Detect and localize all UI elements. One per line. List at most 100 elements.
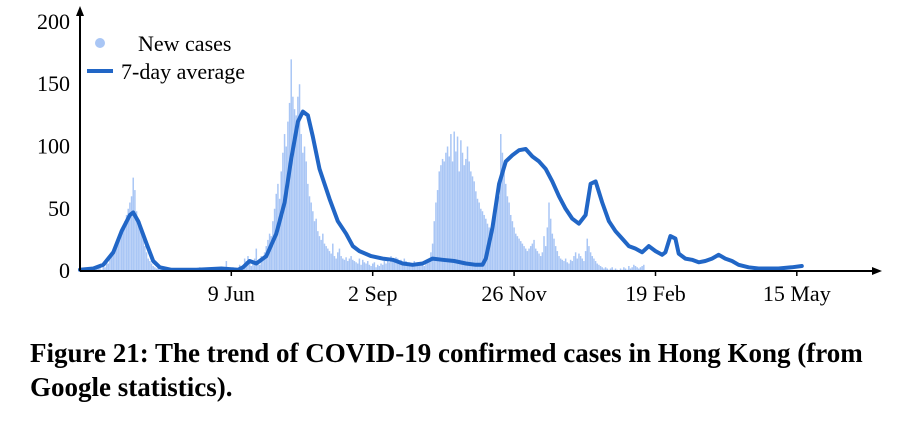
new-cases-bar: [493, 211, 495, 271]
new-cases-bar: [456, 136, 459, 271]
new-cases-bar: [386, 258, 389, 271]
new-cases-bar: [524, 248, 527, 271]
new-cases-bar: [160, 268, 163, 271]
new-cases-bar: [536, 251, 539, 271]
new-cases-bar: [533, 239, 535, 272]
new-cases-bar: [573, 256, 575, 271]
new-cases-bar: [513, 227, 515, 271]
new-cases-bar: [501, 152, 504, 271]
legend-new-cases-label: New cases: [138, 31, 231, 56]
legend-average-label: 7-day average: [121, 59, 245, 84]
average-line: [78, 109, 804, 272]
new-cases-bar: [308, 196, 311, 271]
new-cases-bar: [446, 146, 449, 271]
new-cases-bar: [549, 218, 552, 271]
y-axis-arrow: [76, 6, 84, 16]
new-cases-bar: [285, 146, 287, 271]
new-cases-bar: [257, 263, 259, 271]
new-cases-bar: [458, 171, 460, 271]
new-cases-bar: [528, 248, 530, 271]
new-cases-bar: [318, 236, 321, 271]
new-cases-bar: [248, 263, 251, 271]
new-cases-bar: [500, 134, 502, 271]
new-cases-bar: [366, 261, 369, 271]
new-cases-bar: [455, 151, 457, 271]
new-cases-bar: [358, 258, 361, 271]
new-cases-bar: [310, 202, 312, 271]
new-cases-bar: [398, 261, 401, 271]
new-cases-bar: [416, 262, 419, 271]
new-cases-bar: [571, 261, 574, 271]
new-cases-bar: [357, 263, 359, 271]
new-cases-bar: [155, 268, 158, 271]
new-cases-bar: [641, 266, 643, 271]
new-cases-bar: [378, 266, 381, 271]
new-cases-bar: [365, 263, 367, 271]
new-cases-bar: [406, 263, 409, 271]
new-cases-bar: [505, 183, 507, 271]
new-cases-bar: [342, 258, 344, 271]
new-cases-bar: [531, 243, 534, 271]
new-cases-bar: [298, 84, 301, 271]
new-cases-bar: [368, 264, 371, 271]
new-cases-bar: [569, 259, 572, 271]
new-cases-bar: [350, 256, 352, 271]
new-cases-bar: [252, 261, 254, 271]
new-cases-bar: [443, 161, 445, 271]
new-cases-bar: [313, 221, 316, 271]
new-cases-bar: [421, 264, 424, 271]
new-cases-bar: [490, 228, 492, 271]
new-cases-bar: [483, 214, 485, 271]
new-cases-bar: [420, 263, 422, 271]
new-cases-bar: [473, 181, 475, 271]
new-cases-bar: [526, 251, 529, 271]
new-cases-bar: [508, 202, 510, 271]
new-cases-bar: [130, 196, 133, 271]
new-cases-bar: [262, 258, 264, 271]
new-cases-bar: [119, 236, 121, 271]
new-cases-bar: [381, 264, 384, 271]
new-cases-bar: [548, 202, 550, 271]
new-cases-bar: [117, 239, 119, 272]
new-cases-bar: [288, 102, 291, 271]
new-cases-bar: [348, 258, 351, 271]
new-cases-bar: [591, 256, 593, 271]
new-cases-bar: [511, 221, 514, 271]
x-tick-label: 9 Jun: [208, 281, 255, 306]
new-cases-bar: [594, 261, 597, 271]
new-cases-bar: [333, 256, 336, 271]
new-cases-bar: [115, 246, 118, 271]
y-tick-label: 100: [37, 134, 70, 159]
new-cases-bar: [496, 202, 499, 271]
new-cases-bar: [639, 267, 642, 271]
new-cases-bar: [440, 165, 442, 271]
new-cases-bar: [465, 158, 467, 271]
new-cases-bar: [140, 227, 143, 271]
new-cases-bar: [278, 198, 281, 271]
y-tick-label: 200: [37, 9, 70, 34]
new-cases-bar: [543, 236, 545, 271]
axes: [76, 6, 882, 275]
new-cases-bar: [287, 121, 289, 271]
new-cases-bar: [485, 218, 487, 271]
new-cases-bar: [563, 261, 565, 271]
new-cases-bar: [390, 256, 392, 271]
new-cases-bar: [558, 256, 560, 271]
new-cases-bar: [556, 251, 559, 271]
new-cases-bar: [97, 268, 100, 271]
new-cases-bar: [506, 196, 509, 271]
new-cases-bar: [584, 251, 587, 271]
new-cases-bar: [297, 96, 299, 271]
new-cases-bar: [445, 152, 447, 271]
new-cases-bar: [544, 246, 547, 271]
covid-chart: 0 50 100 150 200 9 Jun 2 Sep 26 Nov 19 Feb 15 May…: [37, 6, 882, 306]
average-line-layer: [78, 109, 804, 272]
new-cases-bar: [152, 266, 154, 271]
new-cases-bar: [345, 257, 347, 271]
new-cases-bar: [435, 202, 437, 271]
new-cases-bar: [335, 258, 337, 271]
new-cases-bar: [636, 267, 638, 271]
new-cases-bar: [611, 267, 613, 271]
new-cases-bar: [135, 211, 138, 271]
new-cases-bar: [619, 268, 622, 271]
